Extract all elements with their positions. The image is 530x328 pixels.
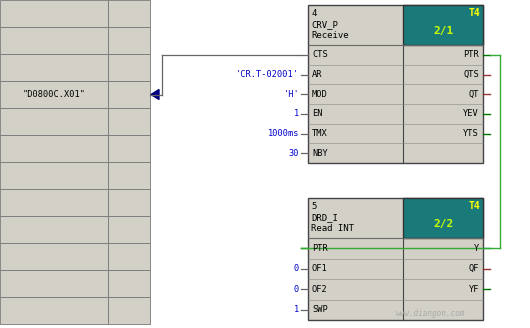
Bar bbox=[0, 81, 108, 108]
Bar bbox=[108, 162, 150, 189]
Text: AR: AR bbox=[312, 70, 322, 79]
Text: www.diangon.com: www.diangon.com bbox=[395, 309, 465, 318]
Bar bbox=[108, 0, 150, 27]
Bar bbox=[108, 27, 150, 54]
Text: 0: 0 bbox=[294, 264, 299, 273]
Bar bbox=[0, 297, 108, 324]
Bar bbox=[108, 135, 150, 162]
Text: EN: EN bbox=[312, 109, 322, 118]
Text: 30: 30 bbox=[288, 149, 299, 158]
Bar bbox=[108, 297, 150, 324]
Text: PTR: PTR bbox=[463, 50, 479, 59]
Bar bbox=[108, 270, 150, 297]
Text: 'H': 'H' bbox=[283, 90, 299, 99]
Text: 5: 5 bbox=[311, 202, 316, 211]
Text: OF1: OF1 bbox=[312, 264, 328, 273]
Text: Read INT: Read INT bbox=[311, 224, 354, 233]
Text: TMX: TMX bbox=[312, 129, 328, 138]
Text: 2/1: 2/1 bbox=[433, 26, 453, 36]
Text: SWP: SWP bbox=[312, 305, 328, 314]
Bar bbox=[403, 5, 483, 45]
Bar bbox=[0, 135, 108, 162]
Bar bbox=[108, 243, 150, 270]
Text: PTR: PTR bbox=[312, 244, 328, 253]
Bar bbox=[108, 216, 150, 243]
Text: T4: T4 bbox=[468, 8, 480, 18]
Bar bbox=[0, 162, 108, 189]
Bar bbox=[308, 198, 483, 320]
Text: NBY: NBY bbox=[312, 149, 328, 158]
Text: DRD_I: DRD_I bbox=[311, 213, 338, 222]
Text: 4: 4 bbox=[311, 9, 316, 18]
Text: Receive: Receive bbox=[311, 31, 349, 40]
Bar bbox=[0, 54, 108, 81]
Bar bbox=[0, 243, 108, 270]
Bar bbox=[108, 108, 150, 135]
Text: 0: 0 bbox=[294, 285, 299, 294]
Text: 2/2: 2/2 bbox=[433, 219, 453, 229]
Bar bbox=[0, 270, 108, 297]
Bar bbox=[0, 216, 108, 243]
Bar bbox=[108, 54, 150, 81]
Text: OF2: OF2 bbox=[312, 285, 328, 294]
Text: QF: QF bbox=[469, 264, 479, 273]
Bar bbox=[0, 27, 108, 54]
Text: 1: 1 bbox=[294, 109, 299, 118]
Text: "D0800C.X01": "D0800C.X01" bbox=[22, 90, 85, 99]
Text: 1000ms: 1000ms bbox=[268, 129, 299, 138]
Bar bbox=[308, 5, 483, 163]
Bar bbox=[0, 0, 108, 27]
Bar bbox=[108, 189, 150, 216]
Text: 'CR.T-02001': 'CR.T-02001' bbox=[236, 70, 299, 79]
Text: MOD: MOD bbox=[312, 90, 328, 99]
Bar bbox=[403, 198, 483, 238]
Text: QTS: QTS bbox=[463, 70, 479, 79]
Text: YTS: YTS bbox=[463, 129, 479, 138]
Polygon shape bbox=[151, 90, 159, 99]
Text: Y: Y bbox=[474, 244, 479, 253]
Text: QT: QT bbox=[469, 90, 479, 99]
Bar bbox=[0, 108, 108, 135]
Text: YF: YF bbox=[469, 285, 479, 294]
Bar bbox=[0, 189, 108, 216]
Text: CRV_P: CRV_P bbox=[311, 20, 338, 29]
Text: YEV: YEV bbox=[463, 109, 479, 118]
Text: CTS: CTS bbox=[312, 50, 328, 59]
Text: T4: T4 bbox=[468, 201, 480, 211]
Text: 1: 1 bbox=[294, 305, 299, 314]
Bar bbox=[108, 81, 150, 108]
